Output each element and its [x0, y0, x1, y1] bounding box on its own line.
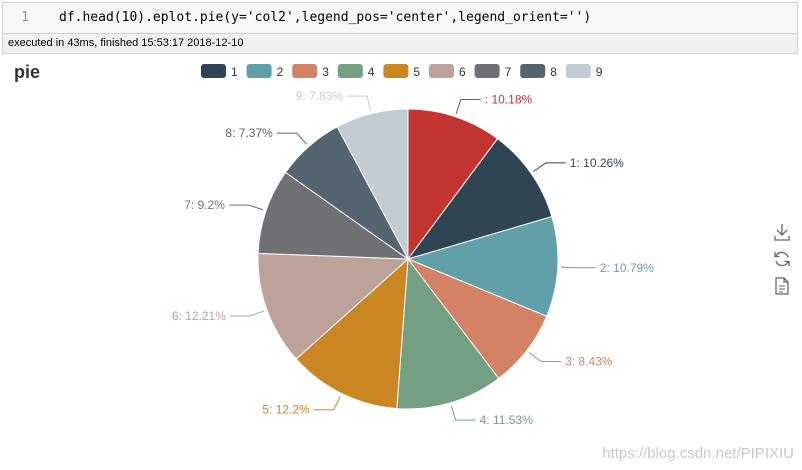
legend-swatch-8[interactable] — [520, 64, 546, 78]
label-line-3 — [528, 352, 562, 362]
label-line-0 — [455, 99, 481, 114]
pie-slice-4[interactable] — [396, 257, 500, 410]
legend-swatch-6[interactable] — [429, 64, 454, 78]
pie-slice-0[interactable] — [407, 108, 499, 261]
slice-label-9: 9: 7.83% — [296, 89, 344, 103]
legend-label-2[interactable]: 2 — [277, 65, 284, 79]
legend-swatch-5[interactable] — [383, 64, 409, 78]
slice-label-2: 2: 10.79% — [600, 261, 654, 275]
legend-label-5[interactable]: 5 — [413, 65, 420, 79]
slice-label-5: 5: 12.2% — [262, 403, 310, 417]
label-line-2 — [560, 266, 596, 269]
code-cell[interactable]: 1 df.head(10).eplot.pie(y='col2',legend_… — [2, 2, 798, 34]
label-line-8 — [276, 132, 308, 145]
execution-status: executed in 43ms, finished 15:53:17 2018… — [2, 34, 798, 54]
pie-slice-7[interactable] — [257, 171, 410, 260]
label-line-4 — [450, 405, 476, 421]
download-icon[interactable] — [772, 222, 792, 242]
pie-slice-5[interactable] — [295, 257, 409, 410]
chart-title: pie — [14, 62, 41, 82]
pie-slice-2[interactable] — [406, 215, 559, 317]
legend-swatch-2[interactable] — [246, 64, 272, 78]
code-text[interactable]: df.head(10).eplot.pie(y='col2',legend_po… — [59, 10, 592, 25]
pie-slice-9[interactable] — [336, 108, 409, 260]
slice-label-7: 7: 9.2% — [184, 198, 225, 212]
chart-toolbox — [772, 222, 794, 303]
pie-slice-1[interactable] — [406, 137, 553, 260]
label-line-1 — [533, 162, 566, 172]
legend-label-9[interactable]: 9 — [596, 65, 603, 79]
line-number: 1 — [21, 10, 29, 25]
data-view-icon[interactable] — [772, 276, 792, 296]
legend-label-1[interactable]: 1 — [231, 65, 238, 79]
pie-slice-6[interactable] — [257, 252, 410, 360]
legend-label-7[interactable]: 7 — [505, 65, 512, 79]
legend-swatch-9[interactable] — [565, 64, 591, 78]
label-line-9 — [347, 95, 372, 111]
legend-label-4[interactable]: 4 — [368, 65, 375, 79]
slice-label-1: 1: 10.26% — [570, 156, 624, 170]
slice-label-0: : 10.18% — [485, 93, 533, 107]
legend-label-8[interactable]: 8 — [550, 65, 557, 79]
legend-label-6[interactable]: 6 — [459, 65, 466, 79]
slice-label-3: 3: 8.43% — [565, 355, 613, 369]
label-line-6 — [229, 310, 265, 317]
legend-swatch-4[interactable] — [337, 64, 363, 78]
legend-swatch-3[interactable] — [292, 64, 318, 78]
watermark: https://blog.csdn.net/PIPIXIU — [602, 445, 794, 462]
slice-label-6: 6: 12.21% — [172, 309, 226, 323]
legend-label-3[interactable]: 3 — [322, 65, 329, 79]
refresh-icon[interactable] — [772, 249, 792, 269]
label-line-5 — [313, 395, 341, 411]
slice-label-4: 4: 11.53% — [480, 413, 533, 427]
label-line-7 — [228, 204, 264, 211]
legend-swatch-7[interactable] — [474, 64, 500, 78]
slice-label-8: 8: 7.37% — [225, 126, 273, 140]
legend-swatch-1[interactable] — [201, 64, 226, 78]
